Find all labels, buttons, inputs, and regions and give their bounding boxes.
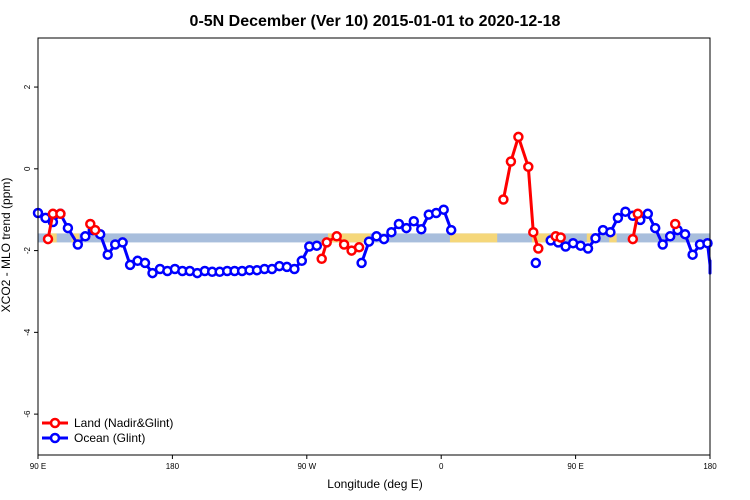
x-axis-ticks: 90 E 180 90 W 0 90 E 180 — [30, 455, 717, 471]
data-point-ocean — [311, 240, 323, 251]
data-point-ocean — [289, 263, 300, 275]
data-point-ocean — [356, 257, 367, 269]
reference-band-land-segment — [327, 233, 371, 243]
data-point-ocean — [139, 257, 151, 269]
data-point-land — [55, 208, 66, 220]
x-tick-label: 180 — [703, 462, 717, 471]
data-point-ocean — [72, 239, 84, 250]
data-point-ocean — [590, 233, 601, 244]
data-point-ocean — [386, 226, 397, 238]
data-point-land — [533, 243, 544, 254]
data-point-land — [42, 233, 54, 245]
series-land — [42, 131, 681, 265]
plot-frame — [37, 37, 711, 456]
y-axis-label: XCO2 - MLO trend (ppm) — [0, 178, 13, 313]
data-point-ocean — [80, 231, 91, 242]
x-tick-label: 90 E — [567, 462, 583, 471]
series-ocean — [32, 204, 713, 279]
data-point-ocean — [408, 215, 420, 227]
data-point-ocean — [664, 231, 676, 242]
y-tick-label: -6 — [23, 410, 32, 418]
legend: Land (Nadir&Glint) Ocean (Glint) — [42, 416, 173, 445]
data-point-ocean — [620, 206, 631, 217]
data-point-land — [498, 194, 509, 205]
reference-band-land-segment — [609, 233, 617, 243]
reference-band-land-segment — [532, 233, 550, 243]
chart-title: 0-5N December (Ver 10) 2015-01-01 to 202… — [190, 13, 561, 30]
legend-ocean-label: Ocean (Glint) — [74, 431, 145, 445]
data-point-land — [669, 218, 681, 230]
reference-band-land-segment — [449, 233, 498, 243]
axes — [37, 37, 711, 456]
data-point-ocean — [438, 204, 449, 215]
data-point-ocean — [117, 237, 128, 248]
x-tick-label: 0 — [439, 462, 444, 471]
y-tick-label: -2 — [23, 246, 32, 254]
y-axis-ticks: 2 0 -2 -4 -6 — [23, 84, 38, 418]
data-point-land — [627, 233, 639, 245]
data-point-ocean — [393, 218, 405, 230]
legend-land-marker — [49, 417, 61, 429]
data-point-ocean — [416, 224, 427, 235]
data-point-land — [89, 224, 101, 236]
data-point-ocean — [657, 239, 668, 250]
data-point-ocean — [605, 226, 616, 238]
data-point-land — [338, 239, 350, 250]
reference-band-land-segment — [586, 233, 592, 243]
data-point-land — [316, 253, 327, 265]
y-tick-label: 0 — [23, 166, 32, 171]
data-point-ocean — [612, 212, 624, 224]
data-point-land — [528, 226, 539, 238]
x-axis-label: Longitude (deg E) — [327, 477, 422, 491]
legend-ocean-marker — [49, 432, 61, 444]
data-point-land — [331, 231, 342, 242]
data-point-ocean — [363, 236, 375, 247]
data-point-land — [321, 237, 332, 248]
data-point-ocean — [40, 212, 51, 224]
data-point-ocean — [62, 222, 74, 234]
data-point-ocean — [102, 249, 113, 260]
data-point-ocean — [642, 208, 654, 220]
data-point-land — [632, 208, 644, 220]
data-point-land — [555, 232, 566, 243]
data-point-ocean — [649, 222, 661, 234]
x-tick-label: 90 E — [30, 462, 46, 471]
data-point-ocean — [296, 255, 308, 267]
data-point-ocean — [530, 257, 542, 269]
data-point-ocean — [378, 233, 390, 245]
data-point-ocean — [679, 228, 691, 240]
data-point-ocean — [445, 224, 457, 236]
data-point-land — [353, 242, 365, 253]
data-point-land — [505, 156, 517, 167]
legend-land-label: Land (Nadir&Glint) — [74, 416, 173, 430]
data-point-land — [523, 161, 534, 173]
data-point-land — [513, 131, 524, 143]
series-layer — [32, 131, 713, 279]
data-point-ocean — [582, 243, 594, 254]
data-point-ocean — [401, 222, 412, 234]
y-tick-label: 2 — [23, 84, 32, 89]
data-point-ocean — [124, 259, 136, 271]
data-point-ocean — [147, 267, 158, 279]
y-tick-label: -4 — [23, 328, 32, 336]
x-tick-label: 180 — [166, 462, 180, 471]
data-point-ocean — [687, 249, 698, 260]
x-tick-label: 90 W — [297, 462, 316, 471]
